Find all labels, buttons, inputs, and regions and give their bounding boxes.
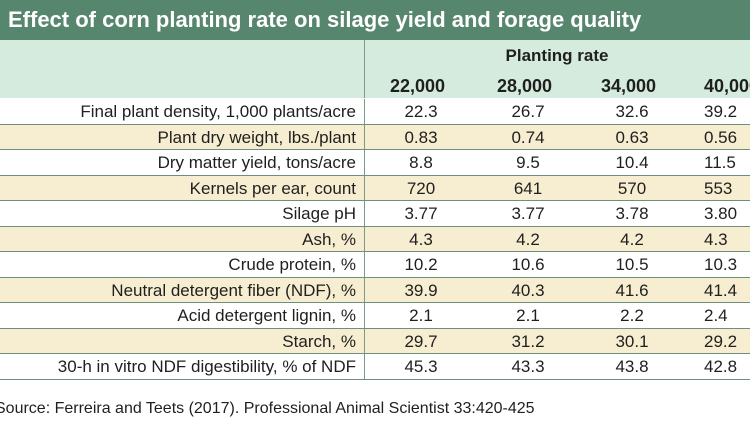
row-label: Starch, % xyxy=(282,331,356,351)
row-label: 30-h in vitro NDF digestibility, % of ND… xyxy=(57,357,356,376)
table-cell: 0.83 xyxy=(404,127,438,147)
table-cell: 43.8 xyxy=(615,357,649,376)
table-cell: 39.9 xyxy=(404,280,438,300)
row-label: Plant dry weight, lbs./plant xyxy=(157,127,356,147)
table-cell: 4.3 xyxy=(704,229,728,249)
column-header-28000: 28,000 xyxy=(497,76,553,96)
table-cell: 3.77 xyxy=(404,204,438,223)
table-cell: 31.2 xyxy=(511,331,545,351)
row-label: Crude protein, % xyxy=(228,255,356,274)
table-cell: 10.2 xyxy=(404,255,438,274)
column-header-40000: 40,000 xyxy=(704,76,750,96)
table-cell: 0.74 xyxy=(511,127,545,147)
table-cell: 570 xyxy=(617,178,647,198)
header-divider xyxy=(364,40,365,98)
table-cell: 2.2 xyxy=(620,306,644,325)
table-row: Plant dry weight, lbs./plant 0.83 0.74 0… xyxy=(0,124,750,150)
table-cell: 40.3 xyxy=(511,280,545,300)
table-cell: 39.2 xyxy=(704,102,738,121)
table-cell: 29.7 xyxy=(404,331,438,351)
table-cell: 11.5 xyxy=(704,153,736,172)
table-cell: 10.6 xyxy=(511,255,545,274)
table-header: Planting rate 22,000 28,000 34,000 40,00… xyxy=(0,40,750,98)
table-cell: 4.2 xyxy=(516,229,540,249)
table-cell: 553 xyxy=(704,178,733,198)
row-label: Dry matter yield, tons/acre xyxy=(157,153,356,172)
table-row: Ash, % 4.3 4.2 4.2 4.3 xyxy=(0,226,750,252)
table-cell: 3.77 xyxy=(511,204,545,223)
table-cell: 0.56 xyxy=(704,127,738,147)
table-cell: 4.3 xyxy=(409,229,433,249)
table-row: Silage pH 3.77 3.77 3.78 3.80 xyxy=(0,201,750,227)
planting-rate-header: Planting rate xyxy=(505,46,609,65)
table-row: Starch, % 29.7 31.2 30.1 29.2 xyxy=(0,328,750,354)
table-cell: 10.4 xyxy=(615,153,649,172)
table-cell: 2.1 xyxy=(409,306,433,325)
table-cell: 10.5 xyxy=(615,255,649,274)
table-cell: 22.3 xyxy=(404,102,438,121)
table-cell: 10.3 xyxy=(704,255,738,274)
table-cell: 3.78 xyxy=(615,204,649,223)
row-label: Neutral detergent fiber (NDF), % xyxy=(111,280,356,300)
bottom-margin xyxy=(0,423,750,430)
table-cell: 9.5 xyxy=(516,153,540,172)
table-cell: 32.6 xyxy=(615,102,649,121)
table-row: Kernels per ear, count 720 641 570 553 xyxy=(0,175,750,201)
column-header-34000: 34,000 xyxy=(601,76,657,96)
table-title: Effect of corn planting rate on silage y… xyxy=(8,7,642,32)
table-row: Neutral detergent fiber (NDF), % 39.9 40… xyxy=(0,277,750,303)
table-cell: 2.1 xyxy=(516,306,540,325)
table-cell: 3.80 xyxy=(704,204,738,223)
table-cell: 43.3 xyxy=(511,357,545,376)
table-row: 30-h in vitro NDF digestibility, % of ND… xyxy=(0,354,750,380)
table-row: Acid detergent lignin, % 2.1 2.1 2.2 2.4 xyxy=(0,303,750,329)
table-cell: 41.6 xyxy=(615,280,649,300)
row-label: Final plant density, 1,000 plants/acre xyxy=(80,102,356,121)
table-cell: 720 xyxy=(406,178,436,198)
table-cell: 45.3 xyxy=(404,357,438,376)
table-title-bar: Effect of corn planting rate on silage y… xyxy=(0,0,750,40)
table-cell: 42.8 xyxy=(704,357,738,376)
table-cell: 26.7 xyxy=(511,102,545,121)
table-row: Crude protein, % 10.2 10.6 10.5 10.3 xyxy=(0,252,750,278)
table-cell: 8.8 xyxy=(409,153,433,172)
table-body: Final plant density, 1,000 plants/acre 2… xyxy=(0,99,750,380)
row-label: Acid detergent lignin, % xyxy=(177,306,356,325)
table-cell: 0.63 xyxy=(615,127,649,147)
column-header-22000: 22,000 xyxy=(390,76,446,96)
row-label: Ash, % xyxy=(302,229,356,249)
table-cell: 641 xyxy=(513,178,543,198)
source-text: Source: Ferreira and Teets (2017). Profe… xyxy=(0,400,535,417)
table-cell: 29.2 xyxy=(704,331,738,351)
row-label: Kernels per ear, count xyxy=(189,178,356,198)
table-cell: 2.4 xyxy=(704,306,728,325)
table-cell: 30.1 xyxy=(615,331,649,351)
table-row: Dry matter yield, tons/acre 8.8 9.5 10.4… xyxy=(0,150,750,176)
table-cell: 4.2 xyxy=(620,229,644,249)
table-row: Final plant density, 1,000 plants/acre 2… xyxy=(0,99,750,125)
row-label: Silage pH xyxy=(282,204,356,223)
table-cell: 41.4 xyxy=(704,280,738,300)
source-note: Source: Ferreira and Teets (2017). Profe… xyxy=(0,396,750,426)
